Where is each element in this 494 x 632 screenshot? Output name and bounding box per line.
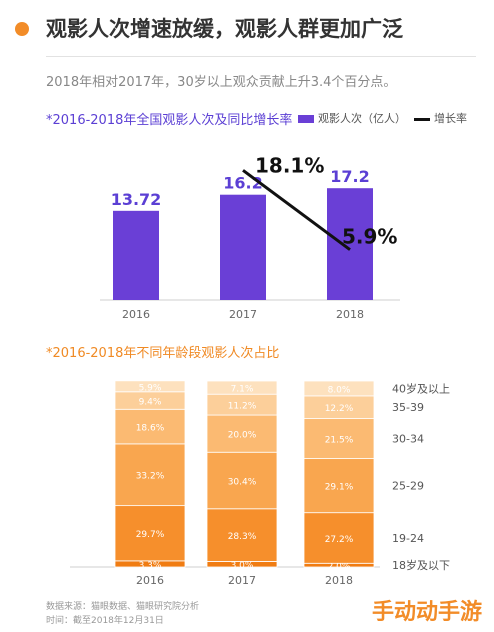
x-tick-2016: 2016: [136, 574, 164, 587]
page-title: 观影人次增速放缓，观影人群更加广泛: [46, 17, 403, 41]
segment-label-2016-0: 3.3%: [139, 561, 162, 571]
segment-label-2017-2: 30.4%: [228, 478, 257, 488]
header-divider: [46, 56, 476, 57]
footer-source: 数据来源：猫眼数据、猫眼研究院分析: [46, 602, 200, 612]
segment-2018-3: [303, 418, 375, 459]
segment-label-2017-4: 11.2%: [228, 402, 257, 412]
segment-label-2017-3: 20.0%: [228, 431, 257, 441]
segment-label-2018-5: 8.0%: [328, 385, 351, 395]
segment-label-2018-0: 2.0%: [328, 562, 351, 572]
segment-2017-3: [206, 414, 278, 453]
footer: 数据来源：猫眼数据、猫眼研究院分析 时间：截至2018年12月31日: [46, 600, 199, 628]
bar-2016: [113, 210, 159, 300]
segment-label-2017-5: 7.1%: [231, 385, 254, 395]
bullet-dot-icon: [15, 22, 29, 36]
page-header: 观影人次增速放缓，观影人群更加广泛: [0, 0, 494, 57]
legend-bar-label: 观影人次（亿人）: [318, 112, 406, 125]
x-tick-2017: 2017: [228, 574, 256, 587]
bar-2018: [327, 188, 373, 300]
segment-2017-1: [206, 508, 278, 562]
age-group-label-3: 30-34: [392, 433, 424, 446]
segment-label-2016-1: 29.7%: [136, 530, 165, 540]
segment-2016-5: [114, 380, 186, 393]
segment-label-2018-4: 12.2%: [325, 404, 354, 414]
segment-2018-1: [303, 512, 375, 564]
segment-2016-1: [114, 505, 186, 562]
age-group-label-0: 18岁及以下: [392, 558, 450, 572]
legend-bar-swatch-icon: [298, 115, 314, 123]
age-group-label-2: 25-29: [392, 480, 424, 493]
segment-label-2018-2: 29.1%: [325, 483, 354, 493]
footer-time: 时间：截至2018年12月31日: [46, 616, 164, 626]
chart2-title: *2016-2018年不同年龄段观影人次占比: [46, 346, 280, 361]
segment-2017-2: [206, 451, 278, 510]
segment-2017-5: [206, 380, 278, 395]
brand-logo: 手动动手游: [371, 600, 482, 625]
legend-line-swatch-icon: [414, 117, 430, 121]
segment-label-2017-0: 3.0%: [231, 561, 254, 571]
age-group-label-4: 35-39: [392, 401, 424, 414]
x-tick-2018: 2018: [325, 574, 353, 587]
chart1-title: *2016-2018年全国观影人次及同比增长率: [46, 113, 293, 128]
segment-label-2016-2: 33.2%: [136, 472, 165, 482]
x-tick-2017: 2017: [229, 308, 257, 321]
segment-2018-5: [303, 380, 375, 397]
segment-label-2018-3: 21.5%: [325, 436, 354, 446]
growth-label-2017: 18.1%: [255, 153, 324, 177]
legend-line-label: 增长率: [434, 112, 467, 125]
bar-value-label-2016: 13.72: [111, 190, 162, 209]
segment-label-2016-4: 9.4%: [139, 398, 162, 408]
bar-value-label-2018: 17.2: [330, 167, 369, 186]
segment-label-2017-1: 28.3%: [228, 532, 257, 542]
segment-2018-2: [303, 458, 375, 514]
x-tick-2018: 2018: [336, 308, 364, 321]
age-group-label-1: 19-24: [392, 532, 424, 545]
page-subtitle: 2018年相对2017年，30岁以上观众贡献上升3.4个百分点。: [46, 75, 397, 90]
x-tick-2016: 2016: [122, 308, 150, 321]
segment-label-2016-5: 5.9%: [139, 383, 162, 393]
growth-label-2018: 5.9%: [342, 225, 397, 249]
segment-label-2018-1: 27.2%: [325, 535, 354, 545]
segment-label-2016-3: 18.6%: [136, 424, 165, 434]
age-group-label-5: 40岁及以上: [392, 381, 450, 395]
growth-rate-line: [242, 169, 351, 251]
age-share-chart: 3.3% 29.7% 33.2% 18.6% 9.4% 5.9% 2016 3.0% 28.3%…: [70, 380, 450, 587]
chart1-legend: 观影人次（亿人） 增长率: [298, 110, 467, 126]
bar-2017: [220, 194, 266, 300]
